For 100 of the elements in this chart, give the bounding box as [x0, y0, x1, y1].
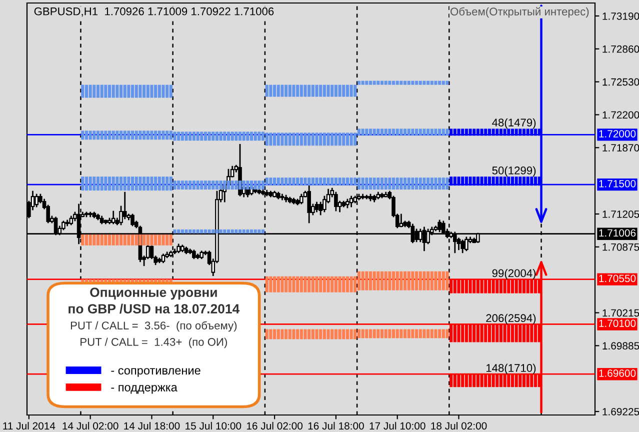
- ref-line-label: 1.70100: [599, 320, 636, 328]
- bar: [238, 132, 242, 141]
- bar: [119, 130, 123, 140]
- bar: [365, 271, 368, 290]
- bar: [368, 80, 372, 85]
- candlestick: [464, 236, 468, 252]
- bar: [292, 84, 296, 97]
- candlestick: [349, 196, 354, 208]
- bar: [88, 234, 92, 246]
- bar: [426, 128, 430, 136]
- bar: [292, 276, 296, 292]
- bar: [254, 180, 257, 190]
- bar: [146, 130, 150, 140]
- bar: [269, 132, 272, 146]
- bar: [326, 329, 330, 340]
- bar: [384, 271, 388, 290]
- bar: [100, 130, 104, 140]
- bar: [446, 80, 449, 85]
- bar: [342, 329, 346, 340]
- bar: [131, 130, 134, 140]
- bar: [346, 84, 349, 97]
- bar: [127, 84, 130, 98]
- bar: [215, 180, 219, 190]
- bar: [169, 84, 172, 98]
- bar: [134, 176, 138, 191]
- bar: [446, 178, 449, 190]
- bar: [108, 176, 112, 191]
- bar: [173, 229, 176, 234]
- x-tick-label: 18 Jul 02:00: [431, 422, 487, 430]
- bar: [304, 276, 307, 292]
- bar: [188, 180, 192, 190]
- bar: [108, 130, 112, 140]
- bar: [392, 178, 396, 190]
- bar: [280, 84, 284, 97]
- bar: [308, 276, 311, 292]
- bar: [380, 329, 384, 338]
- bar: [81, 176, 84, 191]
- bar: [357, 271, 361, 290]
- bar: [326, 178, 330, 186]
- bar: [342, 132, 346, 146]
- bar: [361, 329, 364, 338]
- bar: [280, 178, 284, 186]
- bar: [258, 229, 261, 234]
- bar: [180, 132, 184, 141]
- bar: [346, 178, 349, 186]
- bar: [173, 132, 176, 141]
- bar: [208, 180, 211, 190]
- bar: [311, 178, 314, 186]
- bar: [142, 84, 146, 98]
- annotation: PUT / CALL = 1.43+ (по ОИ): [80, 338, 227, 348]
- bar: [284, 329, 288, 340]
- bar: [88, 84, 92, 98]
- bar: [396, 128, 399, 136]
- bar: [430, 271, 434, 290]
- bar: [418, 80, 422, 85]
- bar: [396, 271, 399, 290]
- bar: [354, 132, 357, 146]
- bar: [330, 84, 334, 97]
- bar: [127, 176, 130, 191]
- ref-line-label: 1.69600: [599, 370, 636, 377]
- bar: [96, 234, 100, 246]
- bar: [319, 132, 322, 146]
- bar: [276, 329, 280, 340]
- bar: [134, 84, 138, 98]
- bar: [407, 271, 410, 290]
- bar: [162, 84, 165, 98]
- bar: [346, 329, 349, 340]
- bar: [184, 229, 188, 234]
- bar: [403, 329, 407, 338]
- bar: [276, 276, 280, 292]
- bar: [426, 80, 430, 85]
- bar: [300, 84, 303, 97]
- bar: [330, 132, 334, 146]
- bar: [219, 229, 222, 234]
- annotation: 50(1299): [492, 166, 536, 177]
- bar: [446, 271, 449, 290]
- bar: [226, 229, 230, 234]
- bar: [365, 329, 368, 338]
- bar: [308, 132, 311, 146]
- bar: [112, 84, 115, 98]
- annotation: PUT / CALL = 3.56- (по объему): [70, 321, 237, 332]
- x-tick-label: 17 Jul 10:00: [370, 422, 426, 430]
- bar: [119, 84, 123, 98]
- bar: [250, 180, 254, 190]
- ref-line-label: 1.71500: [599, 180, 636, 188]
- bar: [342, 276, 346, 292]
- annotation: по GBP /USD на 18.07.2014: [68, 304, 240, 314]
- bar: [284, 84, 288, 97]
- x-tick-label: 11 Jul 2014: [3, 422, 56, 430]
- bar: [322, 178, 326, 186]
- candlestick: [460, 240, 464, 254]
- bar: [273, 84, 276, 97]
- bar: [322, 84, 326, 97]
- bar: [265, 329, 268, 340]
- bar: [319, 84, 322, 97]
- candlestick: [418, 228, 422, 242]
- bar: [258, 132, 261, 141]
- bar: [350, 178, 353, 186]
- bar: [112, 130, 115, 140]
- bar: [438, 178, 442, 190]
